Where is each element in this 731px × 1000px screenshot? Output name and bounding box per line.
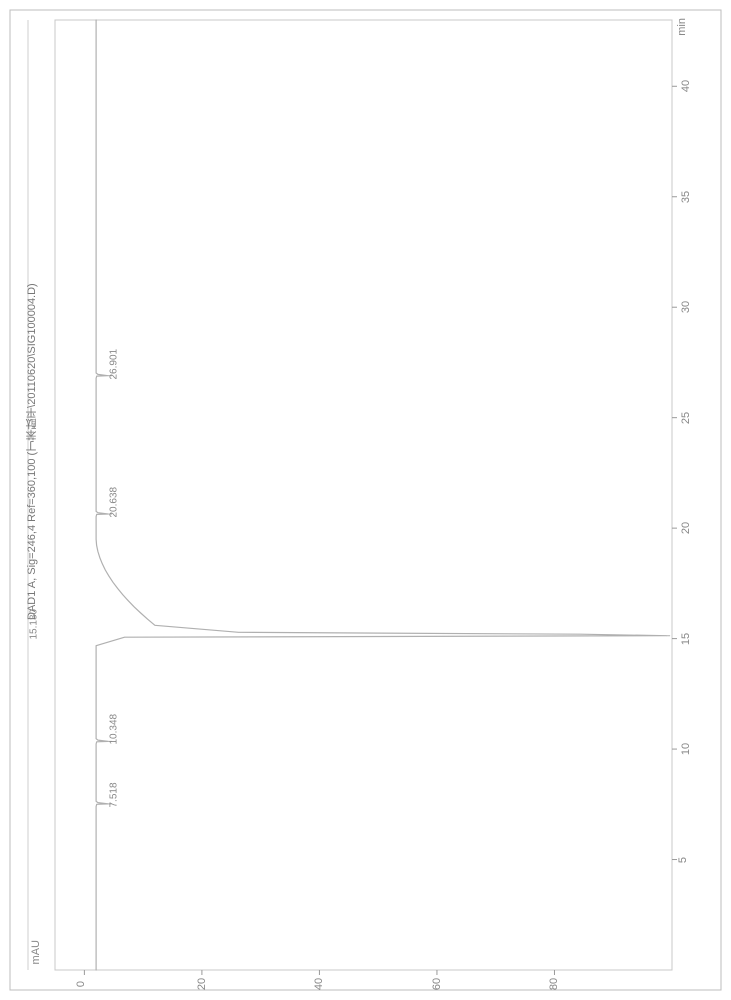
y-tick-label: 20: [196, 978, 208, 990]
x-tick-label: 10: [680, 743, 692, 755]
x-tick-label: 40: [680, 80, 692, 92]
y-tick-label: 80: [549, 978, 561, 990]
x-tick-label: 30: [680, 301, 692, 313]
peak-label: 26.901: [108, 349, 119, 380]
peak-label: 7.518: [108, 782, 119, 807]
y-tick-label: 60: [431, 978, 443, 990]
x-tick-label: 15: [680, 632, 692, 644]
peak-label: 15.130: [29, 609, 40, 640]
peak-label: 20.638: [108, 487, 119, 518]
x-tick-label: 5: [677, 856, 689, 862]
y-tick-label: 0: [75, 981, 87, 987]
y-axis-unit: mAU: [30, 940, 42, 964]
y-tick-label: 40: [314, 978, 326, 990]
x-tick-label: 25: [680, 412, 692, 424]
plot-title: DAD1 A, Sig=246,4 Ref=360,100 (丁苯酞平\2011…: [24, 20, 40, 620]
x-tick-label: 35: [680, 191, 692, 203]
x-tick-label: 20: [680, 522, 692, 534]
x-axis-unit: min: [676, 18, 688, 36]
peak-label: 10.348: [108, 714, 119, 745]
